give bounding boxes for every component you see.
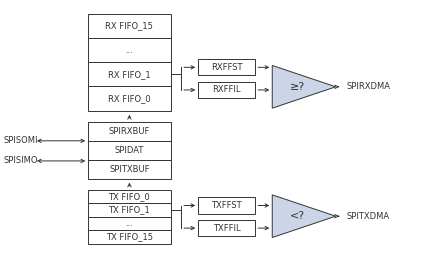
Text: ...: ...	[126, 219, 133, 228]
Text: SPISIMO: SPISIMO	[3, 156, 38, 165]
Text: ...: ...	[126, 46, 133, 55]
Bar	[198, 82, 255, 98]
Text: SPITXBUF: SPITXBUF	[109, 165, 150, 173]
Text: RXFFST: RXFFST	[211, 63, 242, 72]
Bar	[88, 230, 171, 244]
Text: RX FIFO_15: RX FIFO_15	[106, 22, 153, 30]
Polygon shape	[272, 66, 336, 108]
Text: SPIRXBUF: SPIRXBUF	[109, 127, 150, 136]
Text: TX FIFO_0: TX FIFO_0	[109, 192, 150, 201]
Text: TX FIFO_1: TX FIFO_1	[109, 205, 150, 215]
Bar	[88, 87, 171, 111]
Text: RX FIFO_1: RX FIFO_1	[108, 70, 151, 79]
Text: TXFFIL: TXFFIL	[213, 224, 241, 233]
Bar	[198, 220, 255, 236]
Bar	[88, 141, 171, 160]
Text: SPIRXDMA: SPIRXDMA	[346, 82, 390, 91]
Text: RXFFIL: RXFFIL	[213, 85, 241, 94]
Bar	[88, 62, 171, 87]
Bar	[88, 217, 171, 230]
Bar	[88, 38, 171, 62]
Text: SPITXDMA: SPITXDMA	[346, 212, 389, 221]
Bar	[88, 160, 171, 179]
Text: SPIDAT: SPIDAT	[115, 146, 144, 155]
Text: ≥?: ≥?	[290, 82, 305, 92]
Bar	[88, 122, 171, 141]
Bar	[88, 203, 171, 217]
Bar	[198, 197, 255, 214]
Text: TXFFST: TXFFST	[211, 201, 242, 210]
Bar	[88, 190, 171, 203]
Text: <?: <?	[290, 211, 305, 221]
Text: SPISOMI: SPISOMI	[3, 136, 38, 145]
Text: TX FIFO_15: TX FIFO_15	[106, 233, 153, 242]
Bar	[88, 14, 171, 38]
Polygon shape	[272, 195, 336, 237]
Bar	[198, 59, 255, 75]
Text: RX FIFO_0: RX FIFO_0	[108, 94, 151, 103]
